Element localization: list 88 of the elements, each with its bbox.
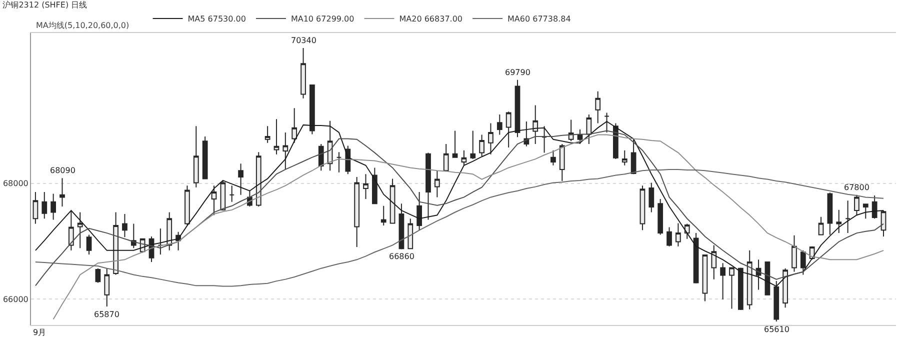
candlestick [845, 200, 850, 234]
candlestick [792, 234, 797, 272]
candlestick [60, 178, 65, 207]
candlestick [542, 126, 547, 154]
candlestick [77, 212, 83, 249]
candlestick [434, 170, 440, 198]
candlestick [274, 118, 280, 155]
text: 9月 [33, 328, 46, 337]
legend-label: MA60 67738.84 [508, 14, 571, 24]
candlestick [42, 192, 48, 220]
candlestick [658, 198, 664, 236]
candlestick [872, 194, 878, 220]
chart-title: 沪铜2312 (SHFE) 日线 [2, 0, 88, 10]
candlestick [443, 144, 449, 172]
candlestick [113, 212, 118, 276]
candlestick [800, 250, 806, 276]
candlestick [452, 130, 458, 158]
candlestick [666, 226, 672, 247]
candlestick [318, 144, 324, 172]
candlestick [818, 216, 824, 236]
annotation: 67800 [844, 183, 870, 192]
candlestick [193, 126, 199, 188]
candlestick [836, 209, 842, 234]
candlestick [282, 132, 288, 170]
candlestick [684, 223, 690, 240]
candlestick [408, 218, 414, 250]
candlestick [256, 152, 262, 207]
candlestick [104, 268, 110, 307]
legend-label: MA20 66837.00 [399, 14, 463, 24]
annotation: 66860 [389, 252, 414, 261]
candlestick [158, 228, 164, 255]
candlestick [202, 136, 208, 180]
candlestick [166, 212, 172, 251]
candlestick [827, 192, 833, 236]
candlestick [380, 205, 386, 226]
candlestick [211, 185, 217, 216]
y-tick-label: 66000 [2, 294, 28, 304]
annotation: 69790 [505, 68, 530, 77]
candlestick [86, 234, 92, 255]
candlestick [676, 222, 681, 247]
line-series [52, 134, 884, 320]
candlestick [220, 180, 226, 212]
candlestick [68, 210, 74, 251]
candlestick [479, 134, 484, 157]
candlestick [184, 185, 190, 226]
annotation: 65610 [764, 325, 790, 334]
candlestick [559, 144, 565, 182]
candlestick [345, 145, 351, 175]
candlestick [496, 114, 502, 136]
legend-label: MA5 67530.00 [188, 14, 246, 24]
candlestick [470, 130, 476, 160]
candlestick [648, 182, 654, 213]
candlestick [354, 176, 360, 248]
candlestick [300, 48, 306, 99]
annotation: 65870 [94, 310, 120, 319]
chart-subtitle: MA均线(5,10,20,60,0,0) [36, 21, 130, 30]
line-series [34, 168, 884, 287]
candlestick [630, 138, 636, 175]
candlestick [95, 268, 101, 284]
candlestick [702, 254, 708, 302]
legend-label: MA10 67299.00 [290, 14, 354, 24]
candlestick [372, 167, 378, 205]
candlestick [720, 262, 726, 300]
candlestick [595, 90, 601, 124]
candlestick [50, 193, 56, 220]
y-tick-label: 68000 [2, 179, 28, 188]
candlestick [622, 150, 628, 166]
candlestick [550, 150, 556, 166]
candlestick [363, 174, 368, 200]
candlestick [229, 185, 235, 202]
candlestick [640, 185, 646, 231]
candlestick [416, 192, 422, 231]
candlestick [122, 213, 128, 238]
candlestick [711, 244, 717, 280]
annotation: 68090 [50, 166, 76, 175]
candlestick [390, 178, 396, 224]
candlestick [336, 152, 342, 173]
annotation: 70340 [291, 36, 316, 45]
candlestick [130, 223, 136, 249]
candlestick [693, 232, 699, 284]
candlestick [32, 192, 38, 224]
candlestick [398, 203, 404, 250]
candlestick [238, 163, 244, 196]
candlestick [264, 126, 270, 144]
candlestick [862, 203, 868, 220]
candlestick [854, 194, 860, 216]
candlestick [461, 150, 467, 166]
candlestick [426, 152, 431, 220]
